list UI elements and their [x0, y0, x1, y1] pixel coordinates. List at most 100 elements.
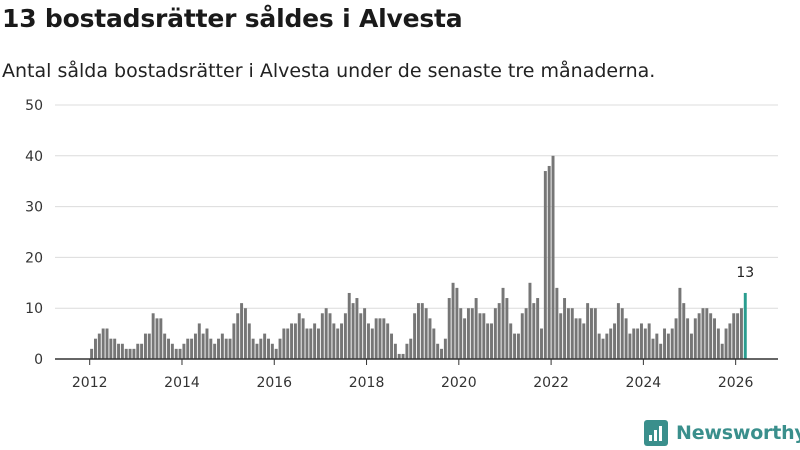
- chart-title: 13 bostadsrätter såldes i Alvesta: [2, 4, 463, 33]
- bar: [713, 318, 716, 359]
- bar: [516, 333, 520, 359]
- bar: [574, 318, 578, 359]
- bar: [274, 348, 278, 359]
- bar: [109, 338, 113, 359]
- bar: [297, 313, 301, 359]
- bar: [401, 353, 405, 359]
- bar: [278, 338, 282, 359]
- bar: [432, 328, 436, 359]
- bar: [201, 333, 205, 359]
- bar: [670, 328, 674, 359]
- bar: [628, 333, 632, 359]
- bar: [378, 318, 382, 359]
- bar: [490, 323, 493, 359]
- bar: [505, 298, 509, 359]
- bar: [409, 338, 413, 359]
- bar: [663, 328, 667, 359]
- bar: [536, 298, 540, 359]
- bar: [370, 328, 374, 359]
- bar: [497, 303, 501, 359]
- bar: [605, 333, 609, 359]
- bar: [416, 303, 420, 359]
- newsworthy-logo: Newsworthy: [644, 419, 800, 447]
- bar: [228, 338, 232, 359]
- annotations: 13: [736, 265, 754, 281]
- bar: [313, 323, 317, 359]
- bar: [393, 343, 397, 359]
- newsworthy-logo-icon: [644, 420, 668, 446]
- bar: [382, 318, 386, 359]
- y-tick-label: 30: [25, 200, 43, 216]
- bar: [443, 338, 447, 359]
- bar: [101, 328, 105, 359]
- bar: [563, 298, 567, 359]
- bar: [374, 318, 378, 359]
- chart-subtitle: Antal sålda bostadsrätter i Alvesta unde…: [2, 60, 656, 82]
- bar: [570, 308, 574, 359]
- bar: [97, 333, 101, 359]
- brand-name: Newsworthy: [676, 422, 800, 444]
- bar: [716, 328, 720, 359]
- bar: [447, 298, 451, 359]
- bar: [424, 308, 428, 359]
- bar: [320, 313, 324, 359]
- bar: [259, 338, 263, 359]
- bar: [155, 318, 159, 359]
- gridlines: [55, 104, 778, 309]
- bar: [405, 343, 409, 359]
- bar: [174, 348, 178, 359]
- bar: [616, 303, 620, 359]
- bar: [343, 313, 347, 359]
- bar: [128, 348, 132, 359]
- bar: [397, 353, 401, 359]
- bar: [224, 338, 228, 359]
- bar: [590, 308, 593, 359]
- y-tick-label: 50: [25, 98, 43, 114]
- bar: [689, 333, 693, 359]
- bar: [666, 333, 670, 359]
- x-tick-label: 2018: [349, 375, 385, 391]
- bar: [647, 323, 651, 359]
- bar: [363, 308, 367, 359]
- bar: [355, 298, 359, 359]
- bar: [636, 328, 640, 359]
- bar: [493, 308, 497, 359]
- bar: [136, 343, 140, 359]
- bar: [193, 333, 197, 359]
- bar: [440, 348, 443, 359]
- bar: [551, 155, 555, 359]
- x-tick-label: 2020: [441, 375, 477, 391]
- bar: [120, 343, 124, 359]
- bar: [578, 318, 582, 359]
- bar: [651, 338, 655, 359]
- bar: [317, 328, 320, 359]
- bar: [732, 313, 736, 359]
- bar: [113, 338, 117, 359]
- bar: [509, 323, 513, 359]
- bar-highlight: [743, 292, 747, 359]
- bar: [290, 323, 294, 359]
- bar: [197, 323, 201, 359]
- bar: [386, 323, 390, 359]
- bar: [728, 323, 732, 359]
- bar: [351, 303, 355, 359]
- bar: [582, 323, 586, 359]
- bar: [520, 313, 524, 359]
- bar: [470, 308, 474, 359]
- bar: [501, 287, 505, 359]
- bar: [543, 171, 547, 359]
- bar: [359, 313, 363, 359]
- bar: [190, 338, 194, 359]
- bar: [232, 323, 236, 359]
- y-tick-label: 10: [25, 301, 43, 317]
- bar: [182, 343, 186, 359]
- bar: [547, 165, 551, 359]
- bar: [720, 343, 724, 359]
- bar: [143, 333, 147, 359]
- bar: [620, 308, 624, 359]
- bar: [263, 333, 267, 359]
- bar: [220, 333, 224, 359]
- x-tick-label: 2012: [72, 375, 108, 391]
- bar: [736, 313, 740, 359]
- bar: [251, 338, 255, 359]
